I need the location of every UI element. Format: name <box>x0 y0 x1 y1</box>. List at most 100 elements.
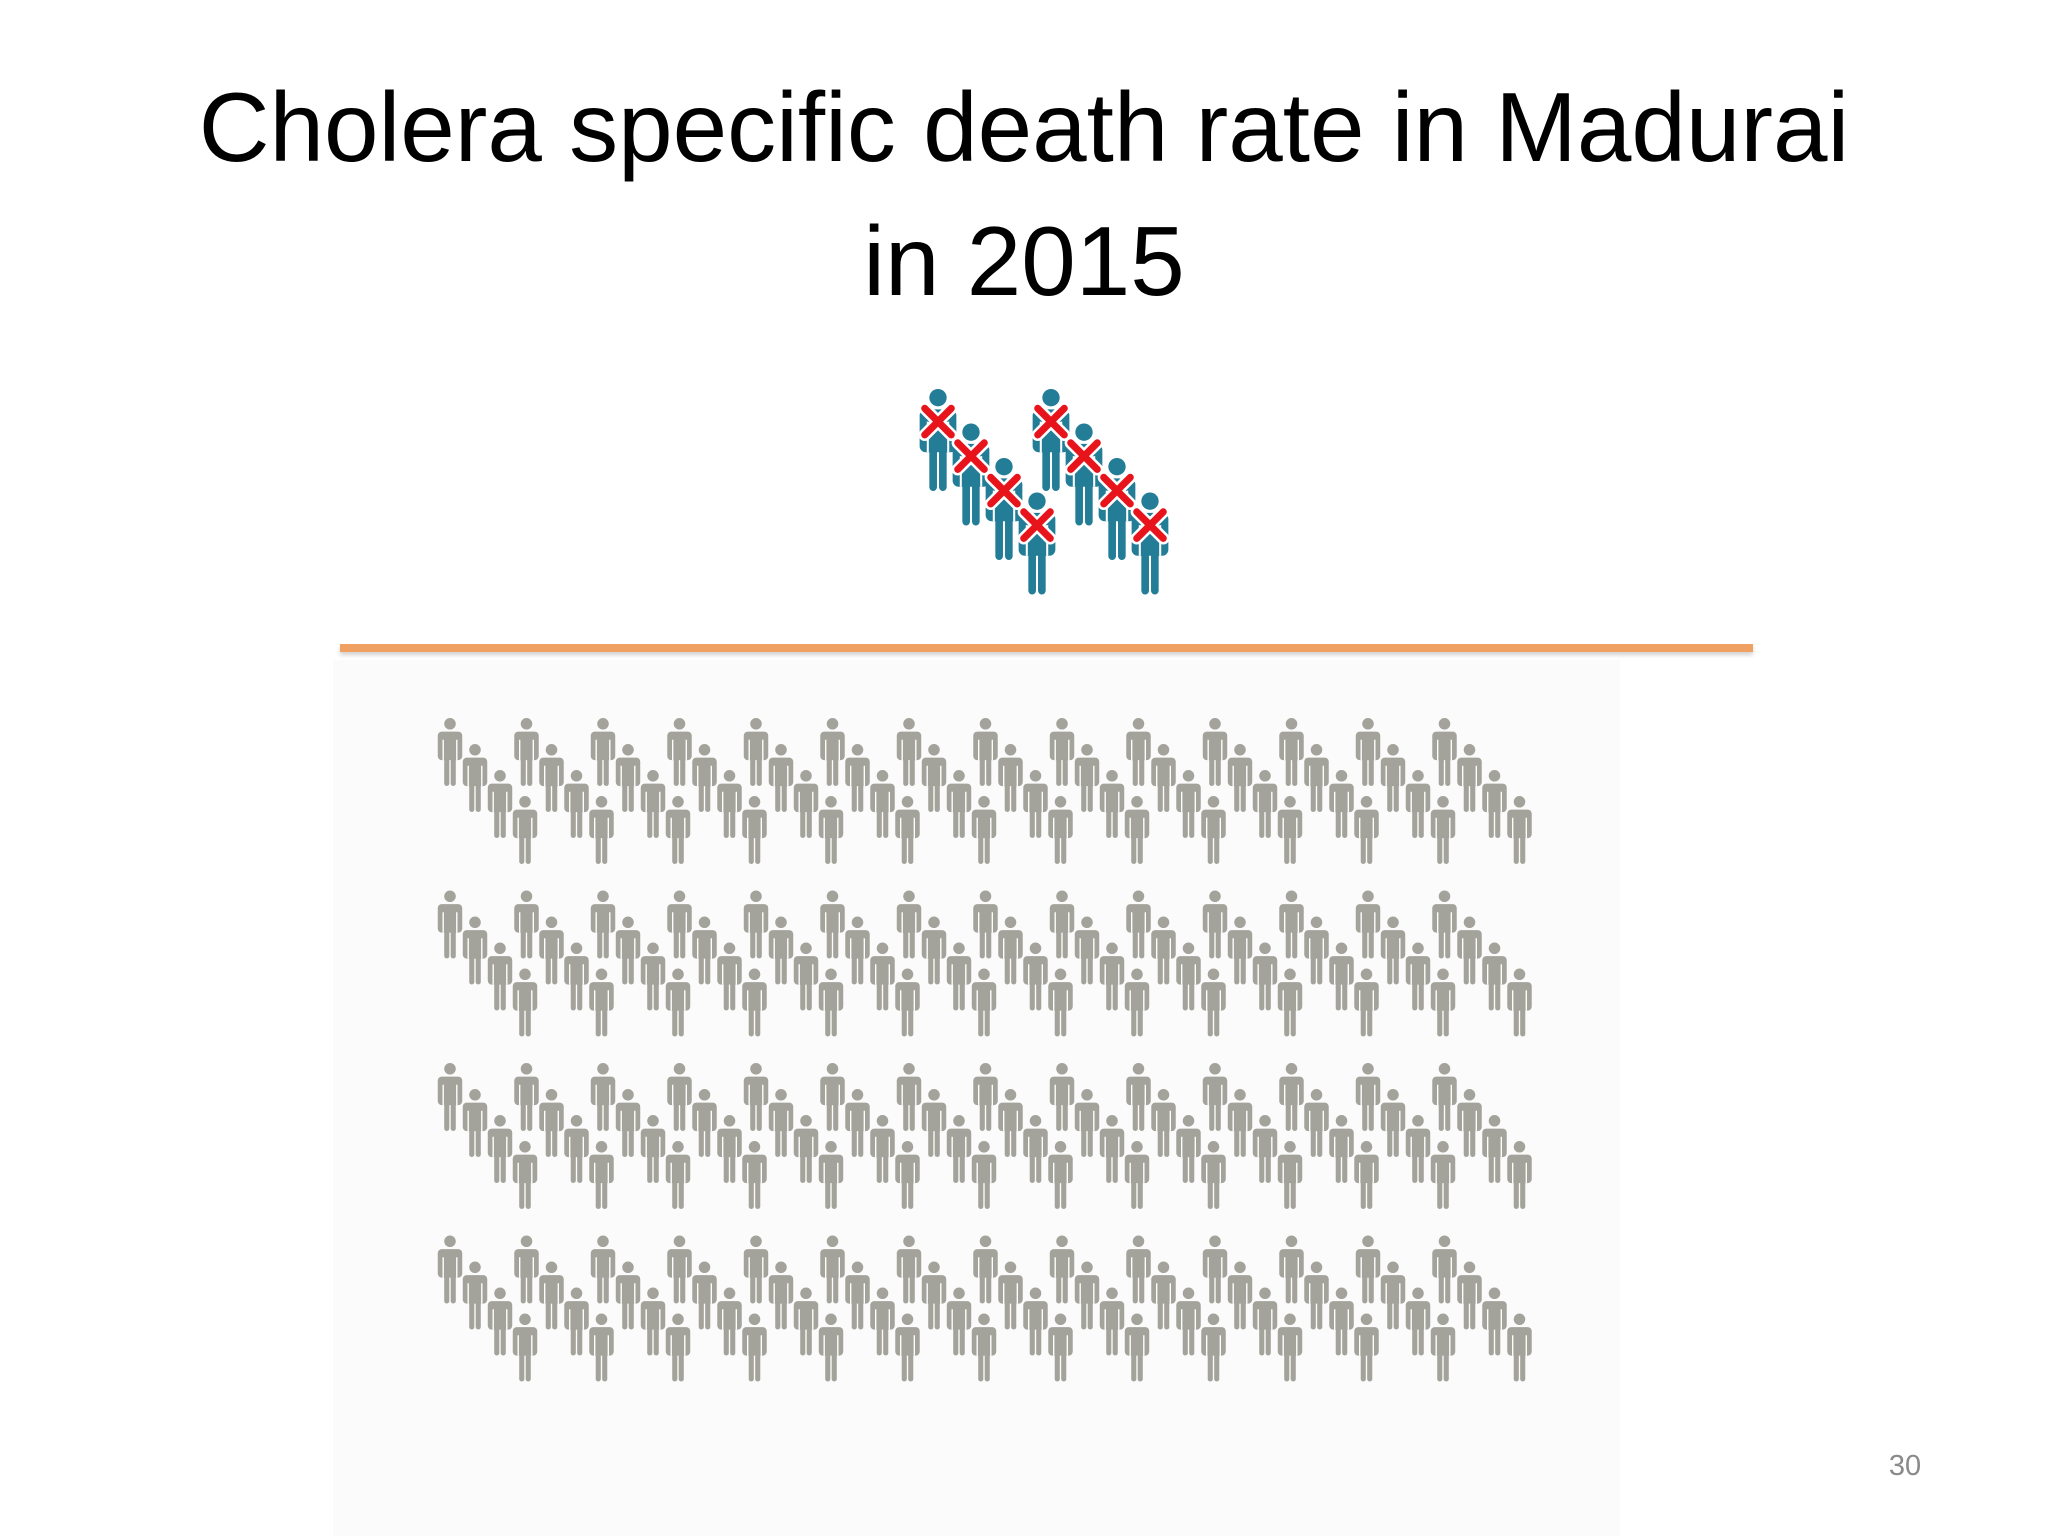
person-body <box>717 1128 742 1158</box>
person-leg <box>1335 1149 1341 1183</box>
person-icon <box>1482 1115 1507 1183</box>
person-arm-gap <box>760 990 762 1011</box>
person-leg <box>928 778 934 812</box>
person-head <box>1042 389 1060 407</box>
person-arm-gap <box>595 739 597 761</box>
person-leg <box>1106 976 1112 1011</box>
person-leg <box>1418 1149 1424 1183</box>
person-body <box>743 1076 769 1106</box>
person-arm-gap <box>670 1162 672 1184</box>
person-arm-gap <box>1334 1136 1336 1158</box>
person-body <box>1202 731 1228 761</box>
person-icon <box>818 1141 844 1209</box>
person-head <box>673 890 686 903</box>
person-head <box>1054 1141 1067 1153</box>
person-body <box>667 731 692 761</box>
person-body <box>895 982 920 1011</box>
person-body <box>820 731 845 761</box>
person-arm-gap <box>850 938 852 959</box>
person-arm-gap <box>823 817 825 839</box>
person-leg <box>1087 1295 1093 1330</box>
person-leg <box>934 1123 940 1157</box>
person-leg <box>1234 1295 1240 1330</box>
person-leg <box>1207 830 1213 864</box>
person-arm-gap <box>1221 1257 1223 1278</box>
person-body <box>1176 956 1201 985</box>
person-leg <box>901 830 907 864</box>
person-arm-gap <box>1399 938 1401 959</box>
person-icon <box>487 770 513 838</box>
person-leg <box>1367 1175 1373 1209</box>
person-body <box>768 1102 794 1132</box>
person-leg <box>1234 1123 1240 1157</box>
person-arm-gap <box>1271 1309 1273 1330</box>
person-arm-gap <box>609 739 611 761</box>
person-body <box>946 783 972 813</box>
person-head <box>520 1235 533 1248</box>
person-leg <box>908 1175 914 1209</box>
person-icon <box>971 1313 997 1382</box>
person-icon <box>590 1063 616 1131</box>
person-head <box>597 1235 609 1248</box>
person-body <box>1457 1275 1482 1304</box>
person-arm-gap <box>492 791 494 813</box>
person-leg <box>1209 1097 1215 1131</box>
person-leg <box>1087 778 1093 812</box>
person-head <box>1259 1287 1271 1300</box>
person-leg <box>1085 474 1093 526</box>
person-leg <box>909 1097 915 1131</box>
person-icon <box>742 1313 767 1382</box>
person-leg <box>1038 543 1046 595</box>
person-arm-gap <box>978 1084 980 1106</box>
person-icon <box>512 968 538 1037</box>
person-arm-gap <box>1028 964 1030 985</box>
person-icon <box>742 796 767 864</box>
person-leg <box>972 474 980 526</box>
person-leg <box>1131 830 1137 864</box>
person-leg <box>1310 778 1316 812</box>
person-head <box>748 1313 761 1326</box>
person-head <box>1310 1261 1323 1274</box>
person-leg <box>622 1123 628 1157</box>
person-leg <box>984 1347 990 1382</box>
person-arm-gap <box>1221 912 1223 933</box>
person-arm-gap <box>900 817 902 839</box>
person-icon <box>793 942 819 1011</box>
person-arm-gap <box>1360 1084 1362 1106</box>
person-arm-gap <box>1156 1110 1158 1132</box>
person-arm-gap <box>544 1110 546 1132</box>
person-leg <box>444 924 450 959</box>
person-arm-gap <box>1424 964 1426 985</box>
person-body <box>973 1249 998 1278</box>
person-icon <box>820 1235 845 1304</box>
person-head <box>1463 916 1476 929</box>
person-leg <box>1214 1347 1220 1382</box>
person-body <box>667 1249 692 1278</box>
person-icon <box>1130 492 1170 595</box>
person-head <box>1387 744 1399 756</box>
person-icon <box>437 1063 463 1131</box>
person-arm-gap <box>1450 1084 1452 1106</box>
person-leg <box>781 778 787 812</box>
person-icon <box>1227 1089 1253 1157</box>
person-arm-gap <box>1068 912 1070 933</box>
person-leg <box>622 778 628 812</box>
person-icon <box>1201 1313 1226 1382</box>
person-head <box>1438 718 1451 730</box>
person-arm-gap <box>582 1136 584 1158</box>
person-arm-gap <box>747 1335 749 1356</box>
person-arm-gap <box>1054 739 1056 761</box>
person-leg <box>1362 924 1368 959</box>
person-icon <box>1227 744 1253 812</box>
person-icon <box>1099 770 1125 838</box>
person-head <box>647 1287 659 1300</box>
person-icon <box>743 890 769 959</box>
person-arm-gap <box>760 1162 762 1184</box>
person-arm-gap <box>481 938 483 959</box>
person-arm-gap <box>1424 1136 1426 1158</box>
person-body <box>1457 930 1482 959</box>
person-leg <box>903 924 909 959</box>
person-body <box>1354 982 1379 1011</box>
person-head <box>979 1235 992 1248</box>
person-head <box>1029 1287 1042 1300</box>
